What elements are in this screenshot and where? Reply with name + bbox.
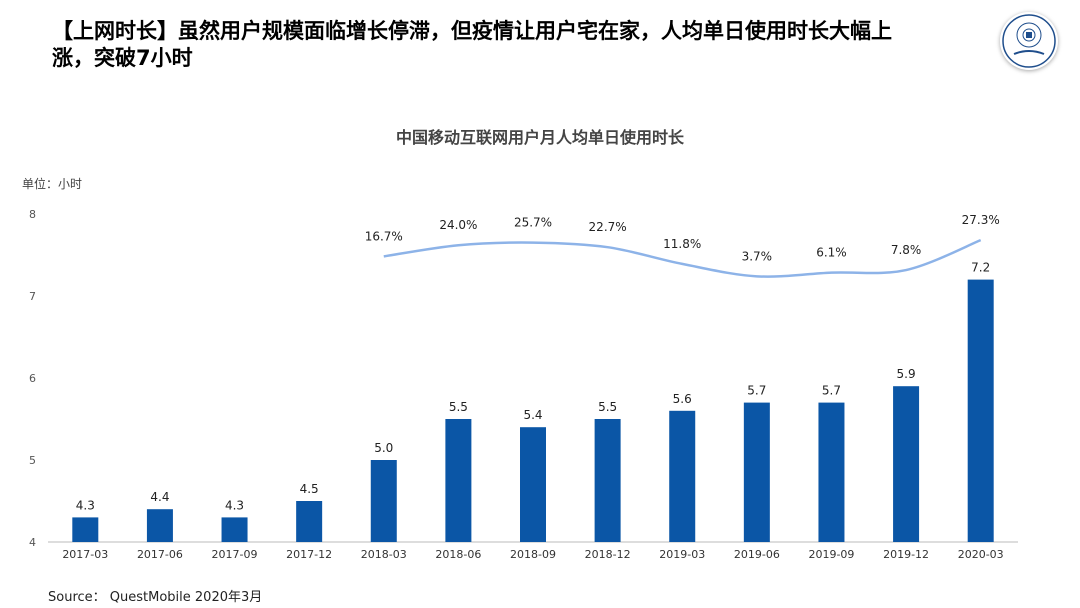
bar bbox=[445, 419, 472, 542]
bar-value-label: 5.5 bbox=[449, 400, 468, 414]
bar-value-label: 5.0 bbox=[374, 441, 393, 455]
y-tick-label: 4 bbox=[29, 536, 36, 549]
x-tick-label: 2018-12 bbox=[585, 548, 631, 561]
bar-value-label: 5.9 bbox=[897, 367, 916, 381]
x-tick-label: 2019-06 bbox=[734, 548, 780, 561]
x-tick-label: 2020-03 bbox=[958, 548, 1004, 561]
y-tick-label: 8 bbox=[29, 208, 36, 221]
x-tick-label: 2018-09 bbox=[510, 548, 556, 561]
growth-rate-label: 11.8% bbox=[663, 237, 701, 251]
growth-rate-label: 22.7% bbox=[589, 220, 627, 234]
bar bbox=[967, 279, 994, 542]
x-tick-label: 2017-09 bbox=[212, 548, 258, 561]
university-seal-logo bbox=[1000, 12, 1058, 70]
growth-rate-label: 7.8% bbox=[891, 243, 922, 257]
x-tick-label: 2019-03 bbox=[659, 548, 705, 561]
growth-rate-label: 3.7% bbox=[742, 249, 773, 263]
bar-value-label: 4.3 bbox=[76, 498, 95, 512]
y-tick-label: 7 bbox=[29, 290, 36, 303]
bar bbox=[221, 517, 248, 542]
bar bbox=[370, 460, 397, 542]
slide-title: 【上网时长】虽然用户规模面临增长停滞，但疫情让用户宅在家，人均单日使用时长大幅上… bbox=[52, 19, 892, 70]
bar-value-label: 5.7 bbox=[822, 384, 841, 398]
bar-value-label: 5.4 bbox=[523, 408, 542, 422]
growth-rate-label: 27.3% bbox=[962, 213, 1000, 227]
bar-value-label: 4.3 bbox=[225, 498, 244, 512]
growth-rate-label: 16.7% bbox=[365, 229, 403, 243]
bar bbox=[818, 402, 845, 542]
bar bbox=[594, 419, 621, 542]
bar bbox=[72, 517, 99, 542]
bar-value-label: 4.5 bbox=[300, 482, 319, 496]
bar-value-label: 5.6 bbox=[673, 392, 692, 406]
x-tick-label: 2018-06 bbox=[435, 548, 481, 561]
x-axis: 2017-03 2017-06 2017-09 2017-12 2018-03 2018-… bbox=[62, 548, 1003, 561]
y-axis: 4 5 6 7 8 bbox=[29, 208, 36, 549]
x-tick-label: 2019-09 bbox=[808, 548, 854, 561]
source-note: Source： QuestMobile 2020年3月 bbox=[48, 590, 263, 605]
y-tick-label: 5 bbox=[29, 454, 36, 467]
bar-value-label: 5.7 bbox=[747, 384, 766, 398]
bar bbox=[520, 427, 546, 542]
x-tick-label: 2019-12 bbox=[883, 548, 929, 561]
x-tick-label: 2017-03 bbox=[62, 548, 108, 561]
growth-rate-label: 6.1% bbox=[816, 246, 847, 260]
x-tick-label: 2017-12 bbox=[286, 548, 332, 561]
unit-label: 单位：小时 bbox=[22, 176, 82, 191]
bar bbox=[669, 410, 696, 542]
x-tick-label: 2018-03 bbox=[361, 548, 407, 561]
x-tick-label: 2017-06 bbox=[137, 548, 183, 561]
chart-title: 中国移动互联网用户月人均单日使用时长 bbox=[396, 128, 685, 147]
growth-line bbox=[383, 238, 982, 278]
bar-value-label: 7.2 bbox=[971, 261, 990, 275]
bar bbox=[893, 386, 920, 542]
growth-rate-label: 25.7% bbox=[514, 216, 552, 230]
bar bbox=[743, 402, 770, 542]
y-tick-label: 6 bbox=[29, 372, 36, 385]
bar-series: 4.3 4.4 4.3 4.5 5.0 5.5 5.4 5.5 5.6 5.7 5.7 5.9 7.2 bbox=[72, 261, 994, 542]
bar bbox=[296, 501, 323, 542]
bar-value-label: 4.4 bbox=[150, 490, 169, 504]
bar bbox=[146, 509, 173, 542]
growth-rate-label: 24.0% bbox=[439, 218, 477, 232]
bar-value-label: 5.5 bbox=[598, 400, 617, 414]
growth-line-series: 16.7% 24.0% 25.7% 22.7% 11.8% 3.7% 6.1% 7.8% 27.… bbox=[365, 213, 1000, 278]
